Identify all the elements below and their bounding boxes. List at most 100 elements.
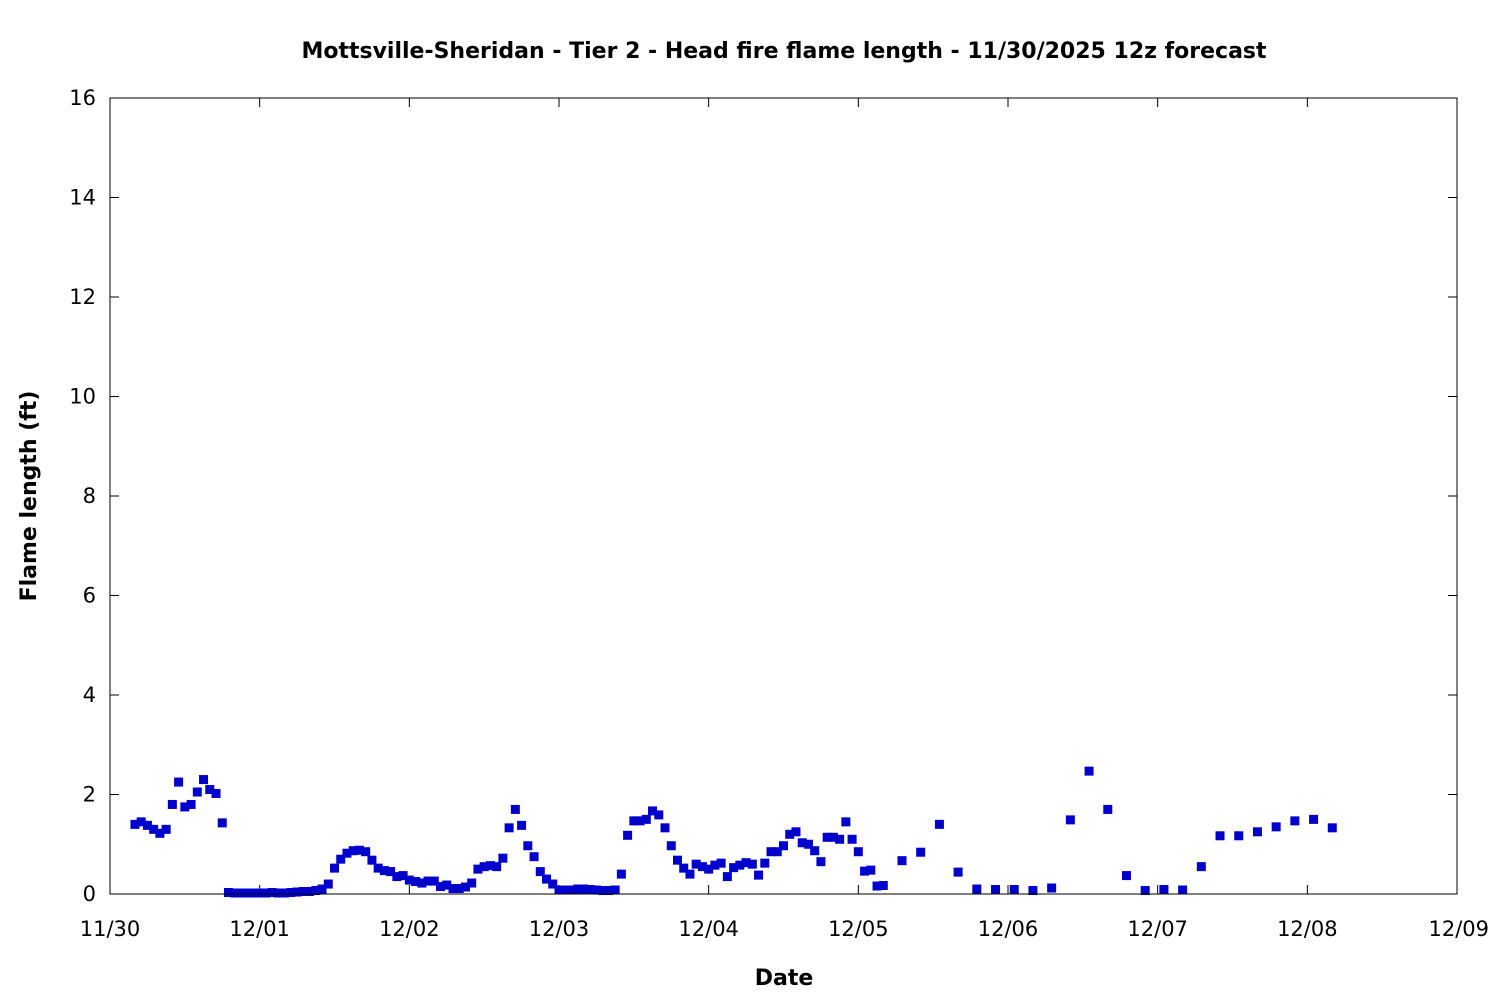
data-point — [448, 884, 458, 894]
x-tick-label: 11/30 — [80, 917, 141, 941]
data-point — [186, 799, 196, 809]
data-point — [1252, 827, 1262, 837]
chart-title: Mottsville-Sheridan - Tier 2 - Head fire… — [301, 39, 1267, 64]
data-point — [591, 885, 601, 895]
data-point — [311, 886, 321, 896]
data-point — [1178, 885, 1188, 895]
data-point — [934, 819, 944, 829]
data-point — [199, 775, 209, 785]
data-point — [1309, 814, 1319, 824]
data-point — [223, 888, 233, 898]
data-point — [330, 863, 339, 873]
data-point — [1159, 885, 1169, 895]
data-point — [822, 832, 832, 842]
data-point — [161, 824, 171, 834]
data-point — [1028, 886, 1038, 896]
data-point — [897, 856, 907, 866]
data-point — [205, 785, 215, 795]
data-point — [336, 854, 346, 864]
data-point — [660, 823, 670, 833]
data-point — [467, 878, 477, 888]
data-point — [679, 863, 689, 873]
data-point — [841, 817, 851, 827]
data-point — [654, 810, 664, 820]
x-tick-label: 12/03 — [529, 917, 590, 941]
data-point — [722, 872, 732, 882]
data-point — [1140, 886, 1150, 896]
data-point — [354, 845, 364, 855]
data-point — [666, 841, 676, 851]
data-point — [429, 876, 439, 886]
data-point — [1047, 883, 1057, 893]
data-point — [167, 799, 177, 809]
data-point — [211, 789, 221, 798]
data-point — [442, 880, 452, 890]
x-tick-label: 12/06 — [978, 917, 1039, 941]
data-point — [560, 885, 570, 895]
data-point — [398, 871, 408, 881]
data-point — [916, 847, 926, 857]
data-point — [155, 828, 165, 838]
data-point — [242, 888, 252, 898]
data-point — [348, 846, 358, 856]
data-point — [261, 888, 271, 898]
y-tick-label: 8 — [83, 484, 96, 508]
data-point — [810, 846, 820, 856]
data-point — [411, 877, 421, 887]
data-point — [292, 887, 302, 897]
x-tick-label: 12/08 — [1277, 917, 1338, 941]
y-tick-label: 10 — [69, 385, 96, 409]
data-point — [735, 860, 745, 870]
data-point — [729, 863, 739, 873]
data-point — [298, 887, 308, 897]
data-point — [529, 852, 539, 862]
data-point — [436, 882, 446, 892]
data-point — [566, 885, 576, 895]
data-point — [579, 884, 589, 894]
data-point — [1084, 766, 1094, 776]
data-point — [747, 859, 757, 869]
data-point — [174, 777, 184, 787]
x-tick-label: 12/05 — [828, 917, 889, 941]
data-point — [872, 881, 882, 891]
data-point — [953, 867, 963, 877]
data-point — [573, 884, 583, 894]
data-point — [317, 884, 327, 894]
data-point — [803, 839, 813, 849]
data-point — [386, 867, 396, 877]
data-point — [236, 888, 246, 898]
data-point — [473, 864, 483, 874]
data-point — [510, 804, 520, 814]
data-point — [878, 881, 888, 891]
data-point — [280, 888, 290, 898]
data-point — [635, 816, 645, 826]
y-tick-label: 2 — [83, 783, 96, 807]
data-point — [604, 886, 614, 896]
y-tick-label: 0 — [83, 882, 96, 906]
data-point — [710, 860, 720, 870]
data-point — [149, 824, 159, 834]
data-point — [460, 882, 470, 892]
data-point — [610, 885, 620, 895]
data-point — [623, 830, 633, 840]
data-point — [704, 864, 714, 874]
data-point — [716, 858, 726, 868]
data-point — [772, 847, 782, 857]
x-tick-label: 12/04 — [678, 917, 739, 941]
data-point — [648, 806, 658, 816]
data-point — [1009, 885, 1019, 895]
data-point — [485, 861, 495, 871]
data-point — [791, 827, 801, 837]
data-point — [853, 847, 863, 857]
data-point — [1196, 862, 1206, 872]
data-point — [1271, 822, 1281, 832]
y-tick-label: 16 — [69, 86, 96, 110]
data-point — [991, 885, 1001, 895]
data-point — [816, 857, 826, 867]
data-point — [192, 787, 202, 797]
data-point — [1215, 831, 1225, 841]
data-point — [504, 823, 514, 833]
